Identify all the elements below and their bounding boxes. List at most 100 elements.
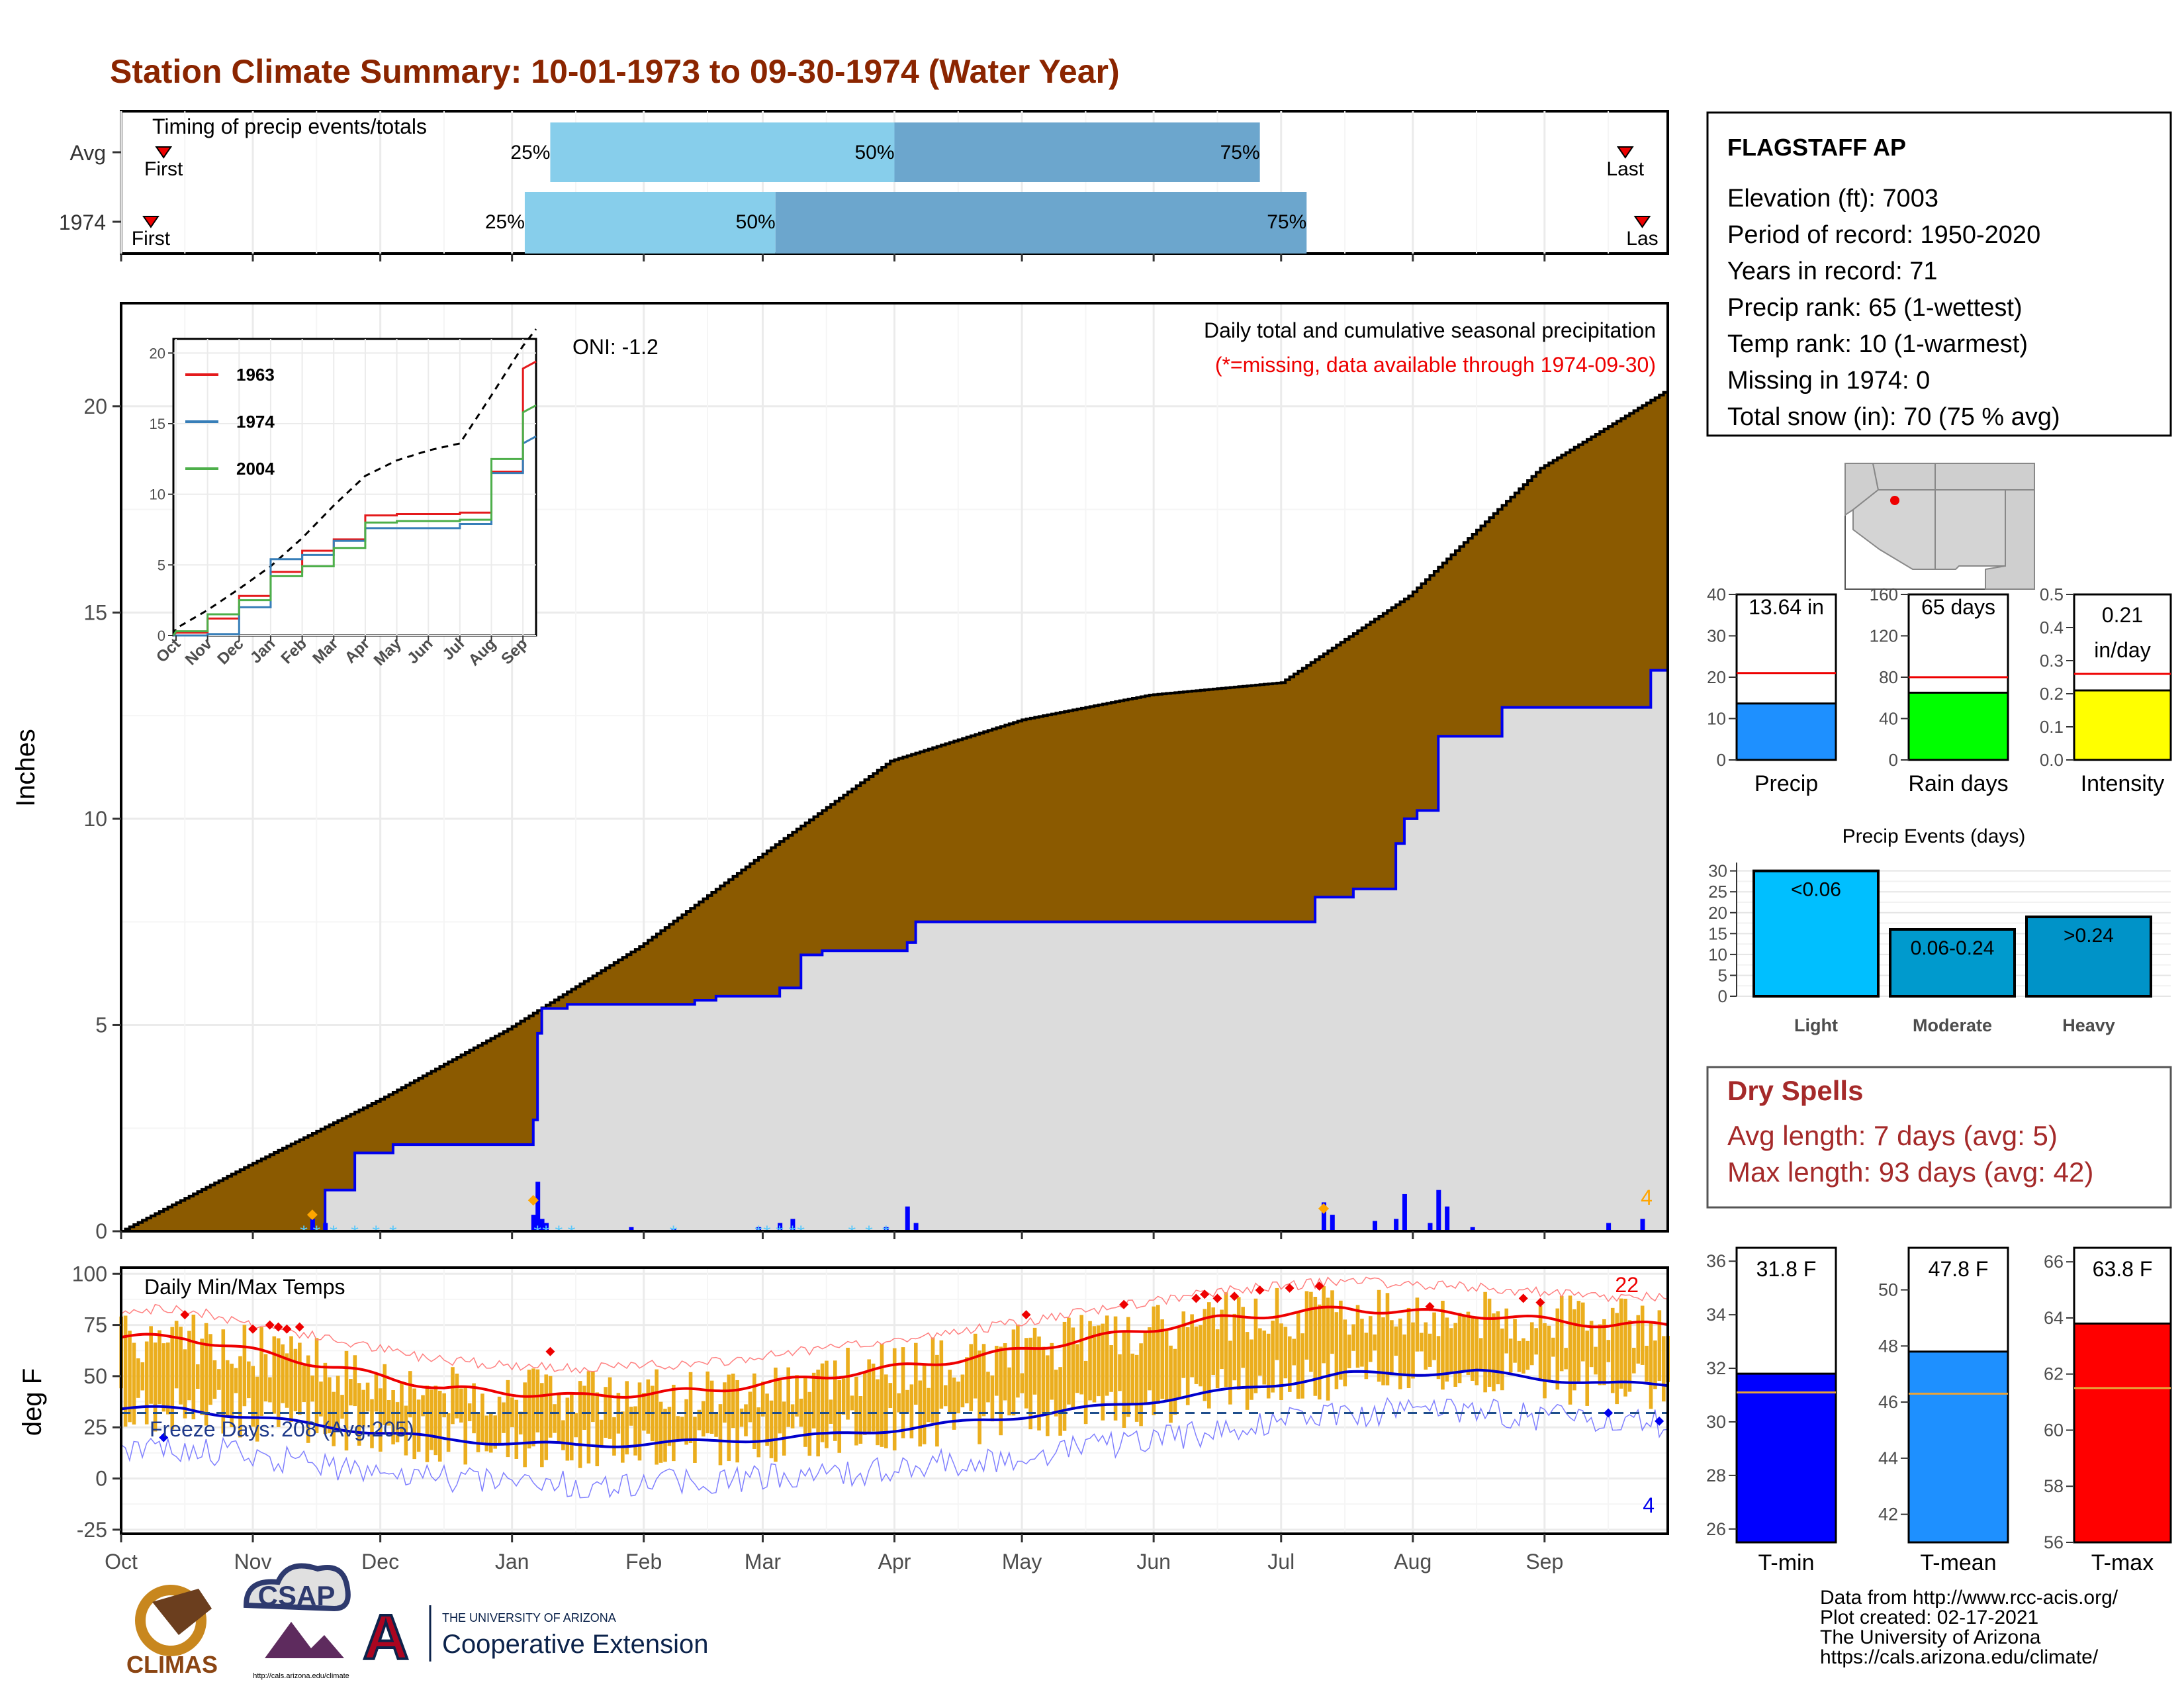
- daily-temp-bar: [582, 1385, 586, 1430]
- record-min-marker: [1604, 1408, 1614, 1418]
- csap-logo-cloud: [243, 1563, 351, 1612]
- daily-temp-bar: [1016, 1325, 1020, 1398]
- daily-precip-bar: [535, 1182, 541, 1231]
- daily-temp-bar: [1568, 1295, 1572, 1405]
- daily-temp-bar: [540, 1383, 544, 1468]
- daily-temp-bar: [1343, 1319, 1347, 1387]
- daily-temp-bar: [1169, 1345, 1173, 1423]
- daily-temp-bar: [506, 1380, 510, 1458]
- daily-temp-bar: [825, 1360, 829, 1448]
- daily-temp-bar: [484, 1415, 489, 1452]
- record-min-line: [120, 1397, 1668, 1499]
- temp-y-label: deg F: [18, 1368, 47, 1436]
- snow-marker: *: [330, 1222, 338, 1244]
- precip-y-tick-label: 20: [83, 395, 107, 418]
- daily-temp-bar: [986, 1372, 990, 1403]
- precip-caption: Daily total and cumulative seasonal prec…: [1204, 318, 1656, 342]
- daily-temp-bar: [1199, 1325, 1203, 1387]
- daily-temp-bar: [459, 1388, 463, 1423]
- daily-temp-bar: [1606, 1340, 1611, 1362]
- daily-temp-bar: [595, 1392, 600, 1467]
- daily-temp-bar: [1529, 1322, 1534, 1366]
- summary-bar-tick-label: 0.4: [2040, 618, 2064, 637]
- daily-temp-bar: [557, 1394, 561, 1443]
- daily-temp-bar: [217, 1369, 221, 1390]
- timing-bar-q2: [775, 192, 1307, 254]
- daily-temp-bar: [132, 1342, 136, 1425]
- daily-temp-bar: [884, 1374, 888, 1448]
- daily-temp-bar: [1636, 1315, 1641, 1364]
- daily-temp-bar: [892, 1348, 897, 1451]
- daily-temp-bar: [1126, 1317, 1130, 1417]
- temp-summary-value: [2073, 1322, 2172, 1544]
- temp-summary-tmax: 56 58 60 62 64 66 63.8 F T-max: [2044, 1246, 2172, 1575]
- daily-temp-bar: [1194, 1326, 1199, 1384]
- daily-temp-bar: [739, 1408, 744, 1427]
- station-name: FLAGSTAFF AP: [1727, 134, 1906, 161]
- daily-temp-bar: [314, 1338, 319, 1434]
- daily-temp-bar: [586, 1371, 591, 1464]
- record-max-marker: [248, 1324, 258, 1334]
- summary-bar-tick-label: 10: [1707, 709, 1726, 729]
- daily-temp-bar: [1457, 1313, 1462, 1383]
- temp-summary-value-label: 47.8 F: [1929, 1257, 1989, 1281]
- csap-logo-text: CSAP: [258, 1580, 336, 1611]
- daily-temp-bar: [379, 1388, 383, 1452]
- daily-temp-bar: [1122, 1331, 1126, 1428]
- daily-temp-bar: [943, 1385, 948, 1407]
- daily-temp-bar: [744, 1404, 748, 1436]
- daily-temp-bar: [1411, 1322, 1415, 1379]
- daily-temp-bar: [1627, 1320, 1632, 1392]
- temp-summary-value-label: 31.8 F: [1756, 1257, 1817, 1281]
- temp-summary-tick-label: 50: [1878, 1280, 1898, 1300]
- daily-temp-bar: [1050, 1342, 1054, 1400]
- temp-summary-tick-label: 56: [2044, 1532, 2064, 1552]
- temp-y-tick-label: 75: [83, 1313, 107, 1337]
- daily-temp-bar: [208, 1334, 212, 1405]
- temp-y-tick-label: 50: [83, 1364, 107, 1388]
- last-event-label: Las: [1626, 228, 1658, 250]
- daily-temp-bar: [1373, 1334, 1377, 1351]
- daily-temp-bar: [1313, 1297, 1318, 1396]
- map-new-mexico: [1934, 489, 2006, 570]
- daily-temp-bar: [212, 1360, 217, 1399]
- month-tick-label: Feb: [625, 1550, 662, 1573]
- daily-temp-bar: [1232, 1313, 1237, 1381]
- event-bar-moderate: [1889, 928, 2016, 998]
- daily-temp-bar: [931, 1337, 935, 1423]
- daily-temp-bar: [225, 1360, 230, 1417]
- daily-temp-bar: [230, 1364, 234, 1427]
- daily-temp-bar: [1432, 1312, 1436, 1360]
- precip-events-content: <0.06Light0.06-0.24Moderate>0.24Heavy051…: [1708, 861, 2171, 1035]
- credit-website: https://cals.arizona.edu/climate/: [1820, 1646, 2099, 1668]
- daily-temp-bar: [1185, 1327, 1190, 1405]
- daily-temp-bar: [774, 1367, 778, 1462]
- record-max-line: [120, 1276, 1668, 1374]
- daily-temp-bar: [365, 1382, 370, 1412]
- daily-temp-bar: [659, 1401, 663, 1463]
- daily-temp-bar: [553, 1404, 557, 1433]
- record-min-marker: [159, 1432, 169, 1442]
- daily-temp-bar: [1236, 1297, 1241, 1390]
- daily-temp-bars: [119, 1286, 1670, 1468]
- oni-label: ONI: -1.2: [572, 335, 659, 359]
- daily-temp-bar: [1522, 1338, 1525, 1374]
- daily-temp-bar: [1538, 1305, 1543, 1379]
- timing-label-50: 50%: [854, 142, 894, 164]
- daily-temp-bar: [1402, 1334, 1406, 1376]
- summary-bar-label: Precip: [1754, 771, 1818, 796]
- temp-summary-label: T-mean: [1920, 1550, 1996, 1575]
- daily-temp-bar: [1271, 1321, 1275, 1393]
- record-max-marker: [1200, 1289, 1210, 1299]
- daily-temp-bar: [302, 1366, 306, 1403]
- summary-bar-tick-label: 0: [1889, 750, 1898, 770]
- daily-temp-bar: [310, 1375, 314, 1402]
- daily-temp-bar: [251, 1366, 255, 1427]
- record-max-marker: [273, 1322, 283, 1332]
- daily-temp-bar: [544, 1374, 549, 1460]
- daily-temp-bar: [1525, 1340, 1530, 1370]
- ua-logo-line2: Cooperative Extension: [442, 1630, 708, 1659]
- daily-temp-bar: [1559, 1295, 1564, 1372]
- event-bar-label: 0.06-0.24: [1911, 937, 1995, 959]
- csap-logo: CSAP http://cals.arizona.edu/climate: [243, 1563, 351, 1680]
